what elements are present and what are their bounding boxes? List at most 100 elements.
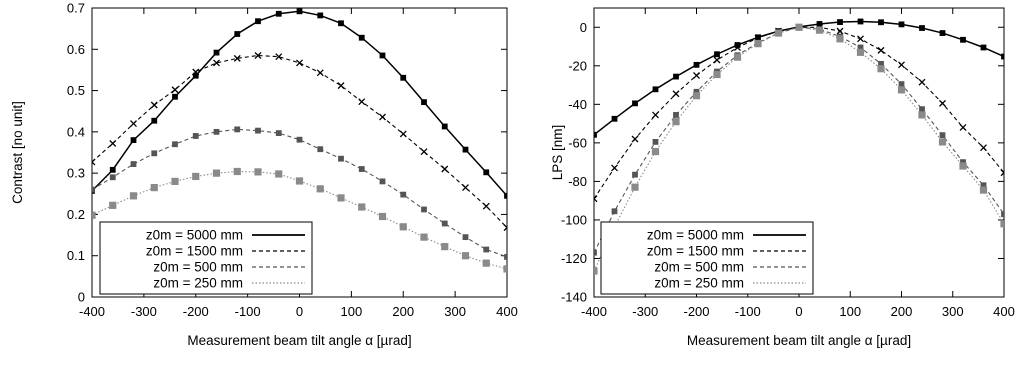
x-axis-label: Measurement beam tilt angle α [µrad]: [187, 333, 411, 348]
data-point-series-4: [129, 192, 138, 200]
data-point-series-1: [960, 36, 966, 43]
data-point-series-1: [611, 115, 618, 122]
data-point-series-4: [897, 86, 906, 94]
data-point-series-4: [877, 65, 885, 73]
data-point-series-4: [150, 183, 158, 192]
data-point-series-1: [172, 93, 178, 100]
data-point-series-3: [213, 128, 220, 135]
x-tick-label: 0: [296, 304, 303, 319]
data-point-series-3: [358, 166, 365, 172]
data-point-series-3: [296, 136, 303, 143]
data-point-series-4: [672, 118, 680, 126]
data-point-series-4: [503, 265, 507, 273]
data-point-series-4: [631, 183, 639, 191]
x-tick-label: 400: [496, 304, 518, 319]
data-point-series-2: [420, 148, 428, 156]
data-point-series-3: [673, 112, 679, 118]
x-tick-label: -400: [581, 304, 607, 319]
data-point-series-2: [918, 78, 926, 86]
data-point-series-4: [795, 23, 803, 31]
data-point-series-2: [631, 135, 639, 143]
data-point-series-1: [693, 61, 700, 68]
series-line-4: [92, 170, 507, 270]
data-point-series-4: [461, 252, 470, 260]
series-group: [92, 8, 507, 273]
data-point-series-4: [399, 223, 407, 231]
y-tick-label: -60: [568, 135, 587, 150]
data-point-series-1: [275, 10, 282, 17]
data-point-series-1: [358, 34, 365, 41]
data-point-series-3: [275, 130, 282, 136]
data-point-series-1: [400, 74, 407, 81]
legend-label: z0m = 5000 mm: [647, 228, 744, 243]
data-point-series-2: [713, 56, 721, 64]
y-tick-label: 0.7: [67, 1, 85, 16]
data-point-series-4: [171, 177, 179, 185]
x-tick-label: -300: [632, 304, 658, 319]
data-point-series-1: [234, 31, 241, 37]
data-point-series-4: [233, 167, 241, 176]
data-point-series-3: [594, 249, 597, 256]
data-point-series-4: [815, 26, 824, 34]
data-point-series-3: [611, 208, 618, 215]
data-point-series-3: [939, 132, 946, 139]
data-point-series-4: [92, 211, 96, 219]
data-point-series-3: [1001, 211, 1004, 218]
data-point-series-4: [594, 267, 598, 275]
data-point-series-4: [358, 203, 366, 211]
data-point-series-2: [337, 82, 345, 90]
x-tick-label: -200: [183, 304, 209, 319]
data-point-series-1: [1001, 53, 1004, 60]
x-tick-label: -100: [235, 304, 261, 319]
legend-box: [600, 221, 814, 295]
series-group: [594, 18, 1004, 275]
chart-panel-1: -400 -300 -200 -100 0 100 200 300 400 0 0.1 0.2 0.3 0…: [10, 1, 518, 349]
data-point-series-3: [317, 146, 324, 153]
data-point-series-1: [255, 18, 261, 25]
legend-label: z0m = 250 mm: [654, 276, 744, 291]
data-point-series-1: [483, 169, 490, 176]
data-point-series-1: [919, 25, 925, 31]
data-point-series-3: [632, 171, 638, 178]
data-point-series-4: [295, 177, 304, 185]
data-point-series-4: [441, 243, 449, 251]
y-tick-label: -100: [561, 212, 587, 227]
data-point-series-1: [109, 166, 116, 173]
data-point-series-2: [358, 98, 366, 106]
data-point-series-4: [979, 186, 988, 194]
data-point-series-2: [192, 68, 200, 76]
data-point-series-2: [877, 46, 885, 54]
data-point-series-3: [504, 254, 507, 260]
data-point-series-1: [673, 73, 679, 80]
data-point-series-4: [713, 70, 721, 79]
x-tick-label: 200: [392, 304, 414, 319]
y-tick-label: 0.1: [67, 248, 85, 263]
data-point-series-2: [959, 123, 967, 131]
data-point-series-4: [192, 172, 200, 181]
data-point-series-3: [151, 150, 158, 157]
data-point-series-3: [192, 133, 199, 139]
data-point-series-2: [503, 224, 507, 232]
data-point-series-2: [462, 184, 469, 192]
data-point-series-2: [594, 195, 598, 203]
data-point-series-1: [857, 18, 864, 25]
data-point-series-1: [317, 12, 324, 19]
data-point-series-1: [939, 30, 946, 36]
data-point-series-1: [714, 51, 720, 58]
data-point-series-1: [898, 21, 905, 28]
y-tick-label: 0.3: [67, 166, 85, 181]
x-tick-label: 300: [942, 304, 964, 319]
data-point-series-2: [898, 61, 905, 69]
data-point-series-1: [379, 52, 386, 59]
legend-box: [99, 221, 313, 295]
x-tick-label: 0: [795, 304, 802, 319]
data-point-series-3: [652, 139, 659, 145]
x-tick-label: 200: [891, 304, 913, 319]
data-point-series-3: [421, 206, 427, 213]
data-point-series-3: [255, 127, 261, 134]
data-point-series-1: [441, 123, 448, 130]
data-point-series-2: [672, 90, 680, 98]
data-point-series-1: [192, 72, 199, 79]
data-point-series-4: [378, 212, 387, 221]
